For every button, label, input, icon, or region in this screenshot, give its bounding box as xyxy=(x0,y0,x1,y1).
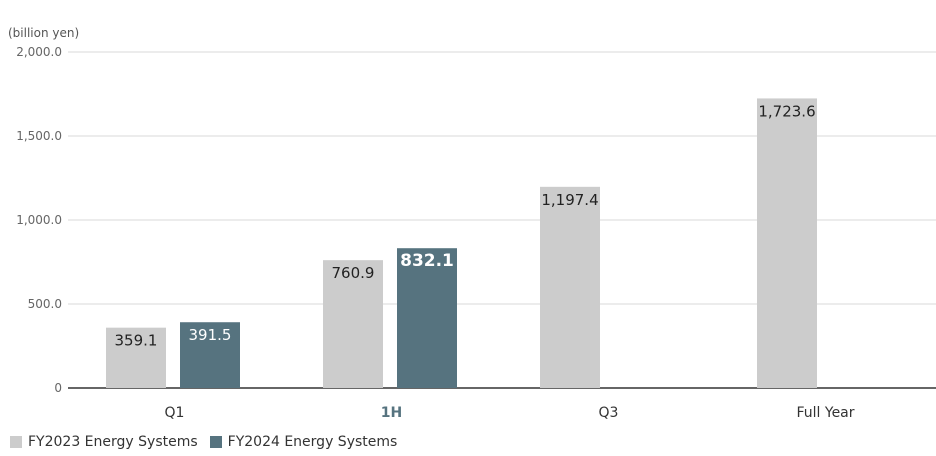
bar-fy2023 xyxy=(757,98,817,388)
bar-fy2023 xyxy=(323,260,383,388)
bar-value-label: 1,197.4 xyxy=(541,191,598,209)
bar-fy2024 xyxy=(180,322,240,388)
legend: FY2023 Energy Systems FY2024 Energy Syst… xyxy=(10,434,409,450)
bar-fy2023 xyxy=(106,327,166,388)
x-category-label: 1H xyxy=(381,405,402,421)
legend-item-fy2023: FY2023 Energy Systems xyxy=(10,434,198,450)
legend-swatch-fy2023 xyxy=(10,436,22,448)
y-tick-label: 500.0 xyxy=(28,297,62,311)
bar-value-label: 760.9 xyxy=(332,264,375,282)
y-tick-label: 2,000.0 xyxy=(16,45,62,59)
legend-swatch-fy2024 xyxy=(209,436,222,448)
bar-value-label: 832.1 xyxy=(400,251,454,271)
bar-fy2023 xyxy=(540,186,600,388)
legend-label-fy2023: FY2023 Energy Systems xyxy=(28,434,198,450)
bars: 359.1 391.5 760.9 832.1 1,197.4 1,723.6 xyxy=(106,98,817,388)
legend-label-fy2024: FY2024 Energy Systems xyxy=(227,434,398,450)
x-category-label: Q3 xyxy=(599,405,619,421)
category-labels: Q1 1H Q3 Full Year xyxy=(165,405,855,421)
bar-fy2024 xyxy=(397,248,457,388)
y-tick-label: 0 xyxy=(54,381,62,395)
y-tick-label: 1,000.0 xyxy=(16,213,62,227)
bar-value-label: 1,723.6 xyxy=(758,102,815,120)
x-category-label: Q1 xyxy=(165,405,185,421)
y-tick-label: 1,500.0 xyxy=(16,129,62,143)
legend-item-fy2024: FY2024 Energy Systems xyxy=(209,434,398,450)
bar-value-label: 391.5 xyxy=(189,326,232,344)
unit-label: (billion yen) xyxy=(8,26,79,40)
x-category-label: Full Year xyxy=(796,405,854,421)
bar-value-label: 359.1 xyxy=(115,332,158,350)
